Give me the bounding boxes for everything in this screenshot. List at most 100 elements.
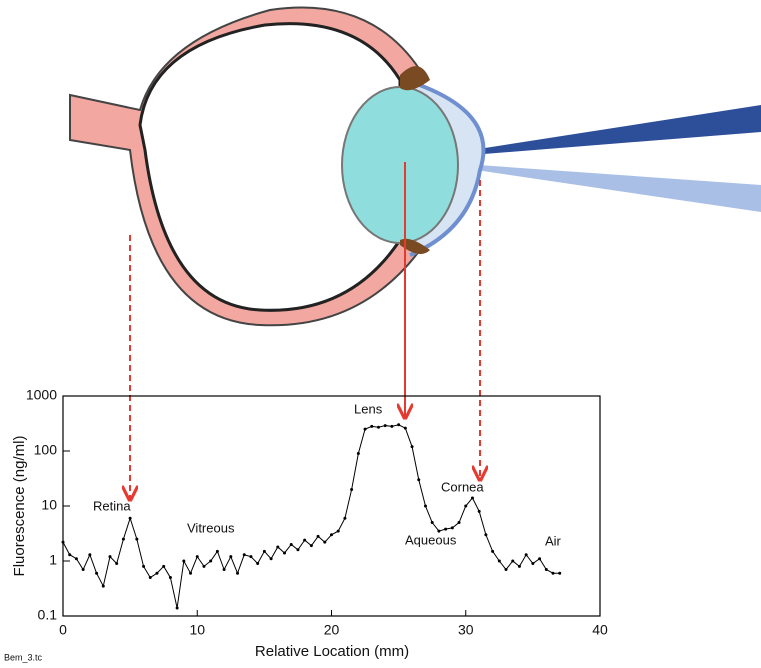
x-tick-label: 30 bbox=[458, 622, 474, 638]
data-point bbox=[162, 564, 166, 568]
data-point bbox=[276, 545, 280, 549]
data-point bbox=[142, 564, 146, 568]
y-axis-label: Fluorescence (ng/ml) bbox=[11, 436, 28, 577]
data-point bbox=[81, 568, 85, 572]
data-point bbox=[303, 538, 307, 542]
data-point bbox=[242, 553, 246, 557]
x-tick-label: 10 bbox=[189, 622, 205, 638]
y-tick-label: 100 bbox=[34, 442, 58, 458]
data-point bbox=[356, 452, 360, 456]
x-axis-label: Relative Location (mm) bbox=[255, 643, 409, 660]
data-point bbox=[189, 571, 193, 575]
data-point bbox=[148, 576, 152, 580]
x-tick-label: 20 bbox=[324, 622, 340, 638]
data-point bbox=[558, 571, 562, 575]
data-point bbox=[363, 427, 367, 431]
data-point bbox=[484, 533, 488, 537]
data-point bbox=[195, 555, 199, 559]
data-point bbox=[544, 568, 548, 572]
data-point bbox=[135, 537, 139, 541]
data-point bbox=[115, 562, 119, 566]
pointer-arrows bbox=[130, 162, 480, 500]
data-point bbox=[262, 549, 266, 553]
data-point bbox=[330, 533, 333, 537]
data-point bbox=[249, 555, 253, 559]
data-line bbox=[62, 424, 560, 609]
eye-diagram bbox=[69, 6, 761, 327]
data-point bbox=[464, 504, 468, 508]
x-tick-label: 0 bbox=[59, 622, 67, 638]
data-point bbox=[397, 423, 401, 427]
annotation: Aqueous bbox=[405, 532, 457, 547]
footnote: Bem_3.tc bbox=[4, 652, 43, 662]
data-point bbox=[376, 425, 380, 429]
data-point bbox=[289, 542, 293, 546]
x-tick-label: 40 bbox=[592, 622, 608, 638]
data-point bbox=[202, 564, 206, 568]
data-point bbox=[423, 504, 427, 508]
data-point bbox=[444, 527, 448, 531]
data-point bbox=[128, 516, 132, 520]
data-point bbox=[236, 571, 240, 575]
data-point bbox=[551, 571, 555, 575]
annotation: Retina bbox=[93, 498, 131, 513]
annotation: Cornea bbox=[441, 479, 484, 494]
data-point bbox=[497, 559, 501, 563]
data-point bbox=[316, 534, 320, 538]
data-point bbox=[343, 516, 347, 520]
y-tick-label: 1 bbox=[49, 552, 57, 568]
data-point bbox=[269, 557, 273, 561]
annotation: Air bbox=[545, 533, 562, 548]
data-point bbox=[531, 562, 535, 566]
data-point bbox=[470, 496, 474, 500]
data-point bbox=[410, 445, 414, 449]
data-point bbox=[155, 571, 159, 575]
data-point bbox=[175, 606, 179, 610]
data-point bbox=[101, 584, 105, 588]
y-tick-label: 1000 bbox=[26, 387, 57, 403]
data-point bbox=[296, 548, 300, 552]
plot-frame bbox=[62, 395, 601, 617]
data-point bbox=[209, 559, 213, 563]
data-point bbox=[477, 509, 481, 513]
data-point bbox=[309, 544, 313, 548]
data-point bbox=[68, 553, 72, 557]
data-point bbox=[450, 526, 454, 530]
data-point bbox=[457, 521, 461, 525]
data-point bbox=[437, 529, 441, 533]
data-point bbox=[390, 424, 394, 428]
data-point bbox=[370, 424, 374, 428]
annotation: Lens bbox=[354, 401, 383, 416]
data-point bbox=[121, 537, 125, 541]
data-point bbox=[323, 540, 327, 544]
data-point bbox=[511, 559, 515, 563]
data-point bbox=[182, 559, 186, 563]
y-tick-label: 0.1 bbox=[38, 607, 58, 623]
data-point bbox=[430, 521, 434, 525]
data-point bbox=[491, 549, 495, 553]
data-point bbox=[524, 553, 528, 557]
data-point bbox=[215, 549, 219, 553]
data-point bbox=[256, 562, 260, 566]
data-point bbox=[222, 568, 226, 572]
annotation: Vitreous bbox=[187, 520, 235, 535]
data-point bbox=[88, 553, 92, 557]
data-point bbox=[283, 551, 287, 555]
data-point bbox=[350, 487, 354, 491]
data-point bbox=[383, 424, 387, 428]
data-point bbox=[61, 540, 65, 544]
data-point bbox=[229, 555, 233, 559]
data-point bbox=[517, 564, 521, 568]
data-point bbox=[417, 478, 421, 482]
data-point bbox=[168, 576, 172, 580]
data-point bbox=[108, 555, 112, 559]
data-point bbox=[538, 557, 542, 561]
data-point bbox=[95, 571, 99, 575]
data-point bbox=[504, 568, 508, 572]
y-tick-label: 10 bbox=[41, 497, 57, 513]
data-point bbox=[74, 557, 78, 561]
data-point bbox=[336, 529, 340, 533]
data-point bbox=[403, 426, 407, 430]
